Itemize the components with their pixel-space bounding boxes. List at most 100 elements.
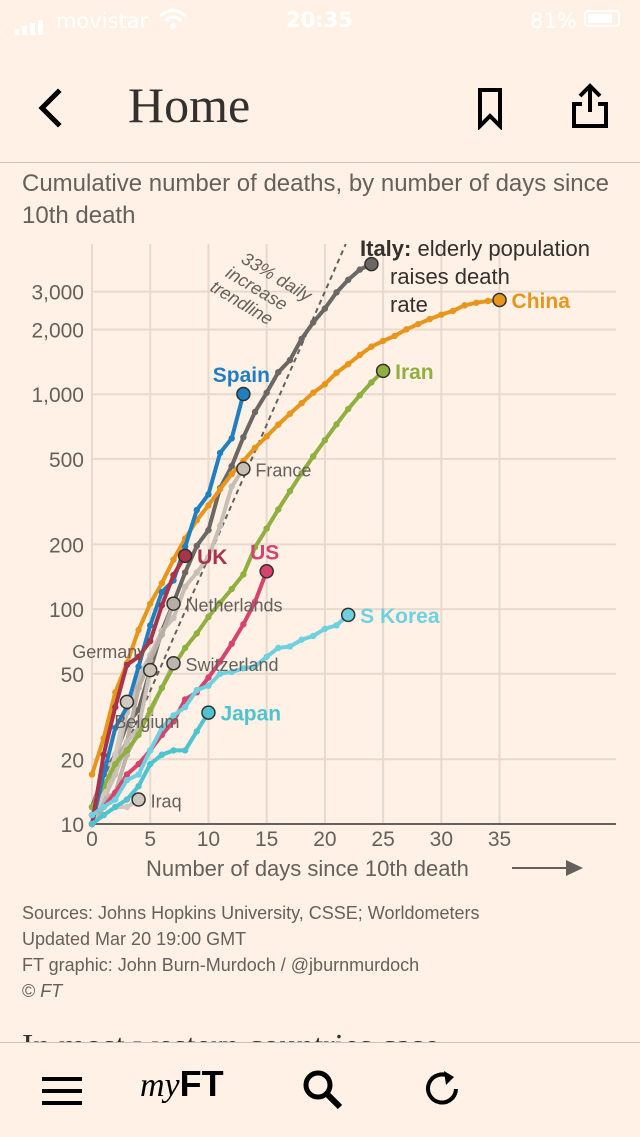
source-graphic: FT graphic: John Burn-Murdoch / @jburnmu… xyxy=(22,955,420,975)
data-point-iran xyxy=(240,571,247,578)
series-label-iran: Iran xyxy=(395,361,434,384)
x-tick-label: 30 xyxy=(430,828,453,851)
data-point-china xyxy=(216,486,224,493)
data-point-italy xyxy=(321,305,329,312)
italy-annotation-line1: elderly population xyxy=(417,236,589,261)
data-point-china xyxy=(403,326,410,333)
chart: 10 20 50 100 200 500 1,000 2,000 3,000 0 5 10 15 20 25… xyxy=(31,236,616,881)
data-point-uk xyxy=(147,637,154,645)
back-chevron-icon xyxy=(38,88,62,128)
menu-icon xyxy=(42,1077,82,1105)
y-tick-label: 2,000 xyxy=(31,320,84,343)
data-point-belgium xyxy=(112,751,119,758)
series-label-belgium: Belgium xyxy=(114,712,179,732)
y-tick-label: 100 xyxy=(49,599,84,622)
data-point-italy xyxy=(286,356,294,364)
data-point-s-korea xyxy=(205,682,212,689)
data-point-italy xyxy=(193,542,200,550)
data-point-spain xyxy=(181,543,189,550)
data-point-us xyxy=(216,658,224,665)
data-point-iran xyxy=(356,392,364,399)
y-tick-label: 200 xyxy=(49,534,84,557)
data-point-s-korea xyxy=(88,811,96,819)
data-point-italy xyxy=(181,569,189,576)
source-block: Sources: Johns Hopkins University, CSSE;… xyxy=(22,900,480,1004)
data-point-us xyxy=(135,760,142,768)
chart-gridlines xyxy=(91,244,616,825)
series-labels: France Netherlands Germany Switzerland Belgi… xyxy=(72,290,570,812)
endpoint-us xyxy=(259,564,274,579)
data-point-iran xyxy=(251,544,259,551)
data-point-japan xyxy=(147,760,154,768)
data-point-china xyxy=(461,302,468,309)
data-point-s-korea xyxy=(310,632,317,640)
data-point-france xyxy=(170,614,177,622)
data-point-iran xyxy=(228,585,235,593)
endpoint-italy xyxy=(364,256,379,272)
data-point-s-korea xyxy=(100,803,107,811)
back-button[interactable] xyxy=(30,86,74,130)
data-point-iran xyxy=(263,525,270,532)
data-point-s-korea xyxy=(333,622,340,629)
x-axis-title: Number of days since 10th death xyxy=(146,856,583,881)
search-button[interactable] xyxy=(300,1067,344,1111)
italy-annotation-bold: Italy: xyxy=(360,236,411,261)
data-point-china xyxy=(88,771,96,778)
data-point-s-korea xyxy=(193,686,200,694)
data-point-france xyxy=(181,583,189,590)
data-point-s-korea xyxy=(158,724,166,732)
data-point-italy xyxy=(263,389,270,396)
data-point-netherlands xyxy=(135,684,142,692)
data-point-spain xyxy=(158,588,166,596)
data-point-china xyxy=(321,381,329,388)
series-endpoints xyxy=(119,256,507,807)
series-label-france: France xyxy=(255,461,311,481)
status-bar: movistar 20:35 81% xyxy=(0,0,640,40)
data-point-iran xyxy=(123,747,131,754)
endpoint-france xyxy=(236,461,251,476)
data-point-spain xyxy=(205,491,212,498)
data-point-france xyxy=(216,522,224,530)
endpoint-belgium xyxy=(119,694,135,710)
endpoint-iran xyxy=(375,363,391,379)
data-point-japan xyxy=(135,782,142,790)
data-point-japan xyxy=(170,747,177,754)
data-point-china xyxy=(298,400,305,407)
page-title: Home xyxy=(128,77,251,133)
data-point-china xyxy=(158,579,166,587)
data-point-china xyxy=(170,556,177,563)
data-point-japan xyxy=(123,796,131,803)
refresh-button[interactable] xyxy=(420,1067,464,1111)
data-point-italy xyxy=(275,368,282,376)
data-point-s-korea xyxy=(123,776,131,784)
data-point-uk xyxy=(123,661,131,669)
data-point-s-korea xyxy=(147,747,154,754)
data-point-s-korea xyxy=(181,703,189,711)
data-point-spain xyxy=(216,449,224,457)
series-label-us: US xyxy=(250,541,279,564)
x-axis-arrow-head xyxy=(566,860,583,876)
series-label-uk: UK xyxy=(197,546,227,569)
share-icon xyxy=(572,83,608,128)
data-point-iran xyxy=(333,421,340,428)
data-point-s-korea xyxy=(298,636,305,643)
menu-button[interactable] xyxy=(40,1071,84,1111)
data-point-iran xyxy=(193,630,200,637)
myft-my: my xyxy=(140,1067,180,1104)
data-point-germany xyxy=(123,739,131,746)
data-point-italy xyxy=(333,289,340,296)
endpoint-spain xyxy=(236,386,251,402)
data-point-japan xyxy=(100,811,107,819)
myft-button[interactable]: myFT xyxy=(140,1063,224,1105)
bookmark-button[interactable] xyxy=(472,86,508,131)
share-button[interactable] xyxy=(568,82,612,130)
data-point-s-korea xyxy=(112,796,119,803)
endpoint-japan xyxy=(201,705,216,720)
data-point-china xyxy=(251,444,259,452)
x-tick-label: 0 xyxy=(86,828,98,851)
data-point-uk xyxy=(158,602,166,609)
copyright-symbol: © xyxy=(22,981,36,1001)
data-point-us xyxy=(181,696,189,703)
signal-icon xyxy=(14,11,46,35)
data-point-us xyxy=(251,598,259,606)
